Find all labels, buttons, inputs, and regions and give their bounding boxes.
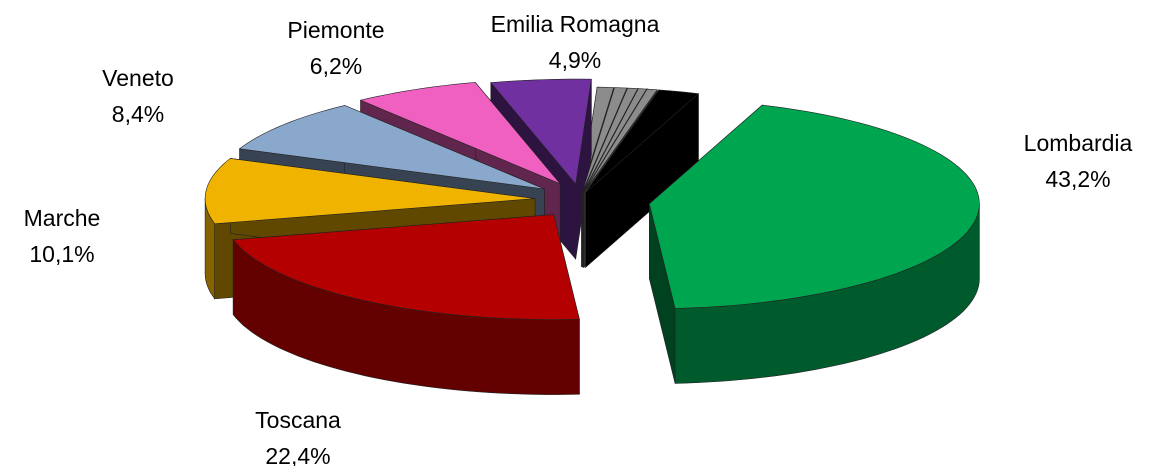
slice-label: Veneto — [102, 65, 174, 91]
slice-top — [582, 87, 628, 193]
slice-label: Lombardia — [1024, 130, 1133, 156]
slice-value-label: 10,1% — [29, 241, 94, 267]
pie-slice — [585, 88, 700, 269]
slice-label: Toscana — [255, 407, 341, 433]
pie-slice — [232, 214, 580, 395]
slice-top — [649, 104, 980, 309]
slice-label: Emilia Romagna — [491, 11, 660, 37]
slice-top — [359, 82, 561, 185]
slice-top — [582, 87, 639, 193]
pie-slice — [649, 104, 980, 384]
slice-value-label: 43,2% — [1045, 166, 1110, 192]
slice-top — [585, 89, 700, 193]
slice-top — [490, 78, 592, 185]
slice-value-label: 6,2% — [310, 53, 362, 79]
slice-value-label: 8,4% — [112, 101, 164, 127]
slice-label: Piemonte — [287, 17, 384, 43]
slice-top — [583, 88, 658, 193]
slice-label: Marche — [24, 205, 101, 231]
slice-top — [238, 105, 545, 190]
slice-top — [204, 158, 536, 225]
slice-top — [583, 88, 648, 193]
slice-top — [232, 214, 580, 320]
slice-value-label: 22,4% — [265, 443, 330, 466]
slice-value-label: 4,9% — [549, 47, 601, 73]
